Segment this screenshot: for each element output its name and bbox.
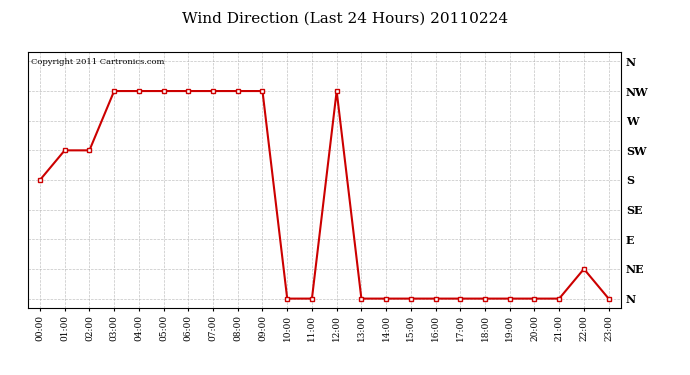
Text: Copyright 2011 Cartronics.com: Copyright 2011 Cartronics.com (30, 58, 164, 66)
Text: Wind Direction (Last 24 Hours) 20110224: Wind Direction (Last 24 Hours) 20110224 (182, 11, 508, 25)
